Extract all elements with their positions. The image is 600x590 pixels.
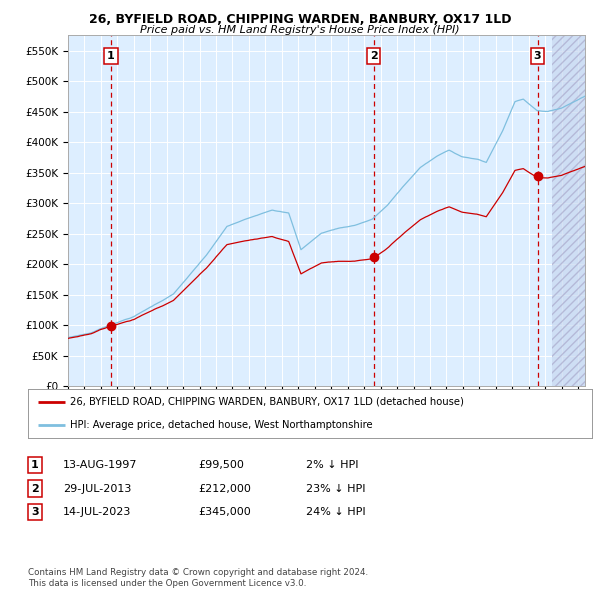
Text: £212,000: £212,000 (198, 484, 251, 493)
Text: 1: 1 (107, 51, 115, 61)
Text: £99,500: £99,500 (198, 460, 244, 470)
Text: 2: 2 (31, 484, 38, 493)
Text: Contains HM Land Registry data © Crown copyright and database right 2024.
This d: Contains HM Land Registry data © Crown c… (28, 568, 368, 588)
Text: 2% ↓ HPI: 2% ↓ HPI (306, 460, 359, 470)
Text: 23% ↓ HPI: 23% ↓ HPI (306, 484, 365, 493)
Text: 3: 3 (31, 507, 38, 517)
Text: £345,000: £345,000 (198, 507, 251, 517)
Text: 26, BYFIELD ROAD, CHIPPING WARDEN, BANBURY, OX17 1LD: 26, BYFIELD ROAD, CHIPPING WARDEN, BANBU… (89, 13, 511, 26)
Text: 2: 2 (370, 51, 377, 61)
Text: Price paid vs. HM Land Registry's House Price Index (HPI): Price paid vs. HM Land Registry's House … (140, 25, 460, 35)
Text: 13-AUG-1997: 13-AUG-1997 (63, 460, 137, 470)
Text: 1: 1 (31, 460, 38, 470)
Text: 24% ↓ HPI: 24% ↓ HPI (306, 507, 365, 517)
Text: 14-JUL-2023: 14-JUL-2023 (63, 507, 131, 517)
Bar (552, 35, 585, 386)
Text: 29-JUL-2013: 29-JUL-2013 (63, 484, 131, 493)
Text: 3: 3 (534, 51, 541, 61)
Text: 26, BYFIELD ROAD, CHIPPING WARDEN, BANBURY, OX17 1LD (detached house): 26, BYFIELD ROAD, CHIPPING WARDEN, BANBU… (71, 397, 464, 407)
Text: HPI: Average price, detached house, West Northamptonshire: HPI: Average price, detached house, West… (71, 420, 373, 430)
